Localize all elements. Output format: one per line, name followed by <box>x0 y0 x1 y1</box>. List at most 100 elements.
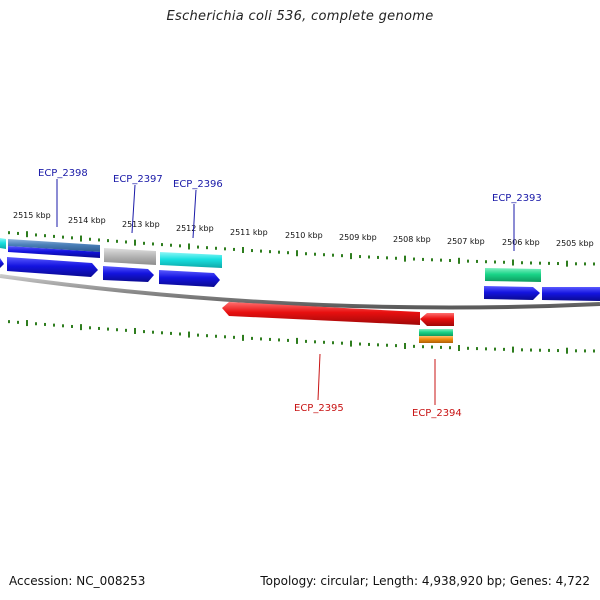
scale-tick <box>17 320 19 324</box>
gene-ecp2396[interactable] <box>160 252 222 268</box>
scale-tick <box>386 343 388 347</box>
scale-label: 2512 kbp <box>176 224 214 233</box>
scale-tick-major <box>134 327 136 334</box>
scale-tick <box>107 327 109 331</box>
scale-tick <box>494 347 496 351</box>
gene-ecp2393[interactable] <box>485 268 541 282</box>
scale-tick <box>395 344 397 348</box>
scale-tick <box>359 342 361 346</box>
scale-tick <box>251 249 253 253</box>
scale-tick <box>386 256 388 260</box>
gene-ecp2394[interactable] <box>420 313 454 326</box>
scale-tick-major <box>134 239 136 246</box>
scale-label: 2506 kbp <box>502 238 540 247</box>
scale-tick <box>8 320 10 324</box>
scale-tick <box>359 255 361 259</box>
scale-label: 2508 kbp <box>393 235 431 244</box>
label-ecp2393: ECP_2393 <box>492 193 542 204</box>
scale-tick <box>413 257 415 261</box>
scale-label: 2510 kbp <box>285 231 323 240</box>
scale-tick <box>98 326 100 330</box>
scale-tick <box>224 247 226 251</box>
scale-tick <box>233 247 235 251</box>
scale-tick-major <box>296 250 298 257</box>
scale-tick <box>170 243 172 247</box>
gene-ecp2394-orange[interactable] <box>419 336 453 343</box>
scale-tick <box>323 340 325 344</box>
scale-tick <box>278 338 280 342</box>
scale-tick <box>485 260 487 264</box>
scale-tick <box>305 252 307 256</box>
scale-tick <box>530 348 532 352</box>
scale-tick <box>89 237 91 241</box>
scale-tick <box>440 345 442 349</box>
cds-arrow[interactable] <box>542 287 600 301</box>
gene-labels: ECP_2398 ECP_2397 ECP_2396 ECP_2393 ECP_… <box>38 168 542 419</box>
scale-tick <box>287 251 289 255</box>
scale-tick <box>575 349 577 353</box>
scale-tick <box>476 347 478 351</box>
scale-tick <box>467 259 469 263</box>
scale-tick <box>521 348 523 352</box>
scale-tick <box>44 322 46 326</box>
scale-tick <box>305 339 307 343</box>
label-leaders <box>56 179 515 405</box>
gene-ecp2398[interactable] <box>8 239 100 252</box>
scale-tick <box>341 341 343 345</box>
gene-ecp2398-blue[interactable] <box>8 246 100 258</box>
scale-tick <box>548 261 550 265</box>
scale-tick <box>71 236 73 240</box>
cds-arrow[interactable] <box>159 270 220 287</box>
scale-tick <box>422 257 424 261</box>
scale-tick <box>395 256 397 260</box>
scale-tick <box>170 331 172 335</box>
cds-arrow[interactable] <box>7 257 98 277</box>
scale-label: 2513 kbp <box>122 220 160 229</box>
scale-tick <box>8 231 10 235</box>
cds-arrow[interactable] <box>0 258 4 268</box>
scale-tick <box>35 233 37 237</box>
scale-tick <box>467 346 469 350</box>
scale-tick <box>485 347 487 351</box>
scale-ticks-forward <box>8 231 595 267</box>
scale-tick <box>557 349 559 353</box>
scale-tick <box>584 262 586 266</box>
scale-tick <box>539 261 541 265</box>
label-ecp2398: ECP_2398 <box>38 168 88 179</box>
scale-tick <box>557 262 559 266</box>
scale-tick <box>548 348 550 352</box>
genome-backbone <box>0 274 600 310</box>
scale-tick <box>377 343 379 347</box>
scale-tick-major <box>566 347 568 354</box>
scale-tick <box>161 331 163 335</box>
scale-tick <box>89 326 91 330</box>
scale-tick-major <box>458 345 460 352</box>
cds-arrow[interactable] <box>484 286 540 300</box>
scale-tick <box>368 255 370 259</box>
gene-ecp2397[interactable] <box>104 248 156 265</box>
scale-tick <box>107 239 109 243</box>
gene-cyan-left[interactable] <box>0 238 6 249</box>
scale-tick <box>116 239 118 243</box>
scale-tick <box>152 330 154 334</box>
scale-tick <box>260 337 262 341</box>
gene-ecp2394-green[interactable] <box>419 329 453 336</box>
scale-tick-major <box>512 259 514 266</box>
scale-tick <box>431 258 433 262</box>
forward-genes-outer <box>0 238 541 282</box>
cds-arrow[interactable] <box>103 266 154 282</box>
scale-tick <box>269 250 271 254</box>
scale-label: 2509 kbp <box>339 233 377 242</box>
scale-tick <box>413 344 415 348</box>
scale-tick <box>98 238 100 242</box>
map-title: Escherichia coli 536, complete genome <box>166 9 434 24</box>
scale-tick <box>449 258 451 262</box>
scale-tick <box>584 349 586 353</box>
scale-tick <box>287 338 289 342</box>
scale-label: 2511 kbp <box>230 228 268 237</box>
forward-genes-inner <box>0 257 600 301</box>
scale-tick <box>62 324 64 328</box>
scale-tick <box>206 334 208 338</box>
gene-ecp2395[interactable] <box>222 302 420 325</box>
